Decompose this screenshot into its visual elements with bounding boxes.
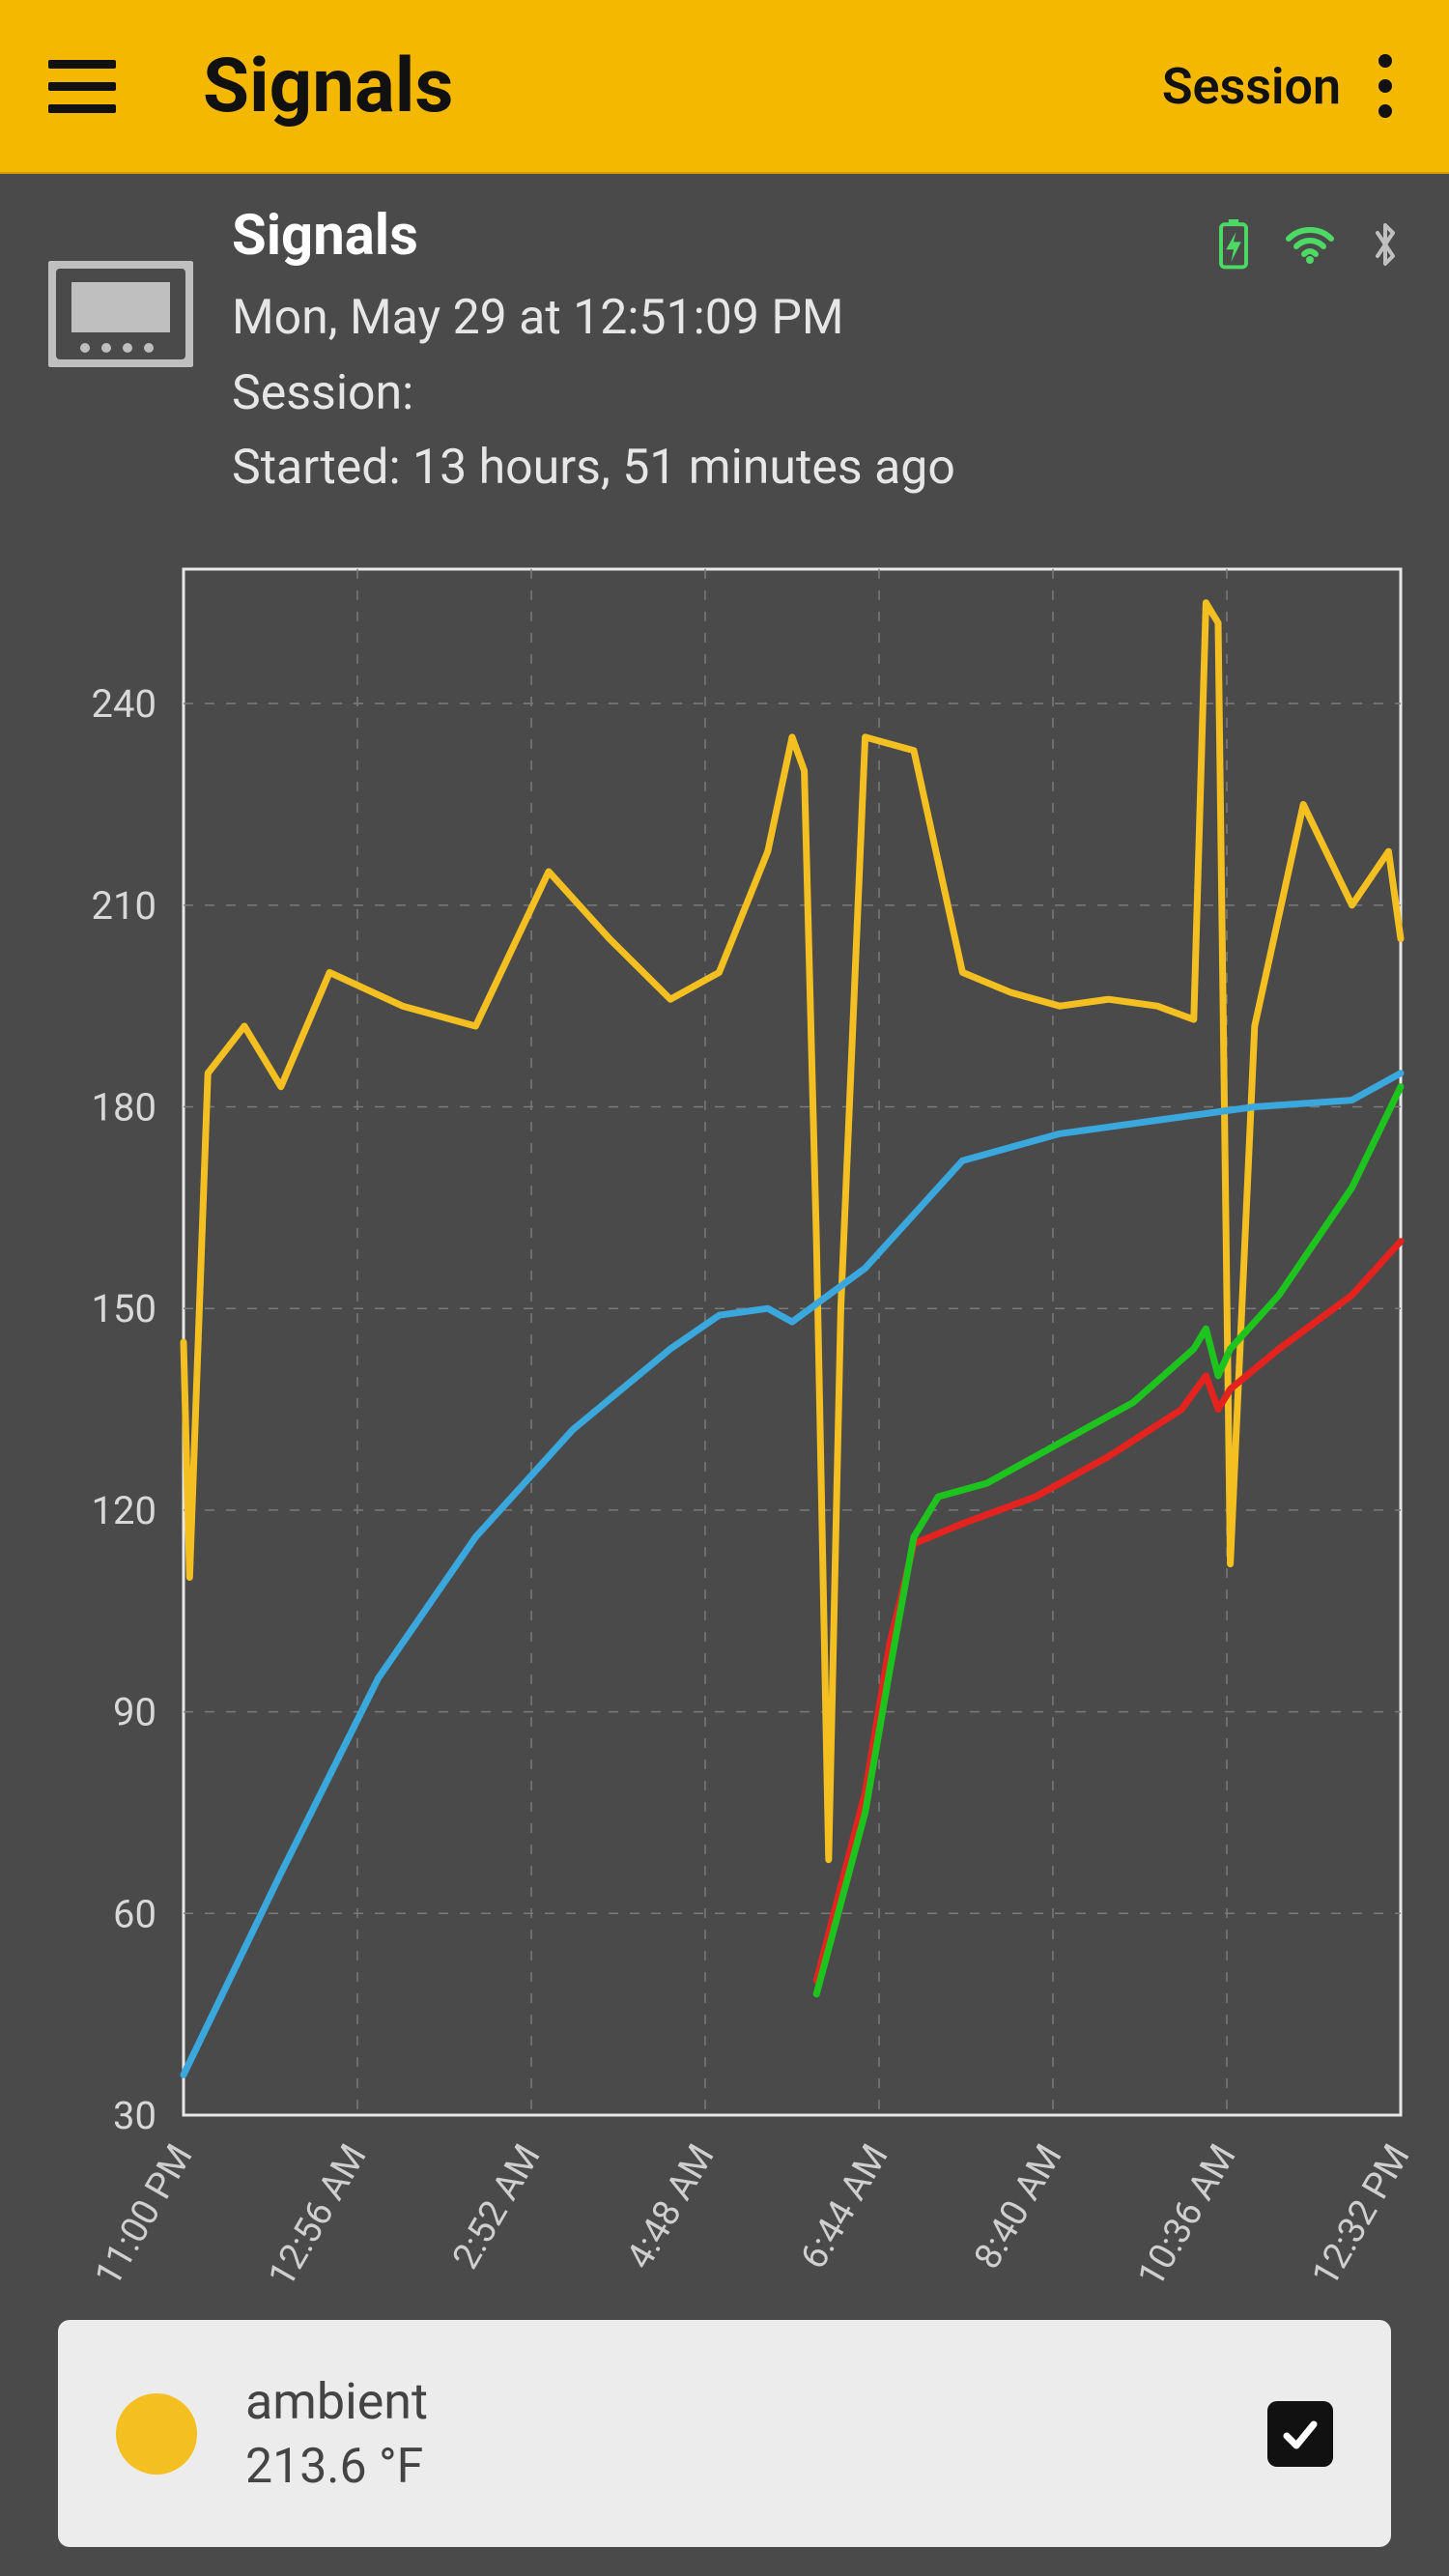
chart-container: 30 60 90 120 150 180 210 240 11:00 PM 12:56 AM 2:5… <box>29 559 1420 2332</box>
wifi-icon <box>1285 225 1335 264</box>
svg-text:4:48 AM: 4:48 AM <box>618 2137 723 2276</box>
svg-text:90: 90 <box>113 1689 156 1734</box>
session-started: Started: 13 hours, 51 minutes ago <box>232 436 1401 501</box>
svg-text:8:40 AM: 8:40 AM <box>966 2137 1070 2276</box>
svg-text:10:36 AM: 10:36 AM <box>1130 2137 1245 2294</box>
bluetooth-icon <box>1370 219 1401 270</box>
svg-text:240: 240 <box>92 681 156 727</box>
session-label: Session: <box>232 361 1401 427</box>
status-icons <box>1217 219 1401 270</box>
svg-text:2:52 AM: 2:52 AM <box>444 2137 549 2276</box>
overflow-menu-icon[interactable] <box>1370 54 1401 118</box>
temperature-chart[interactable]: 30 60 90 120 150 180 210 240 11:00 PM 12:56 AM 2:5… <box>29 559 1420 2328</box>
svg-text:11:00 PM: 11:00 PM <box>87 2137 202 2294</box>
legend-swatch <box>116 2393 197 2475</box>
menu-icon[interactable] <box>48 60 116 113</box>
svg-text:210: 210 <box>92 882 156 928</box>
app-topbar: Signals Session <box>0 0 1449 174</box>
legend-card[interactable]: ambient 213.6 °F <box>58 2320 1391 2547</box>
device-title: Signals <box>232 203 1217 269</box>
svg-text:120: 120 <box>92 1487 156 1532</box>
session-button[interactable]: Session <box>1162 57 1341 116</box>
svg-text:30: 30 <box>113 2093 156 2138</box>
device-icon <box>48 261 193 371</box>
svg-text:12:32 PM: 12:32 PM <box>1304 2137 1419 2294</box>
device-datetime: Mon, May 29 at 12:51:09 PM <box>232 286 1401 352</box>
battery-icon <box>1217 219 1250 270</box>
svg-text:150: 150 <box>92 1286 156 1331</box>
svg-text:60: 60 <box>113 1891 156 1936</box>
legend-checkbox[interactable] <box>1267 2401 1333 2467</box>
svg-text:12:56 AM: 12:56 AM <box>261 2137 376 2294</box>
device-info-header: Signals Mon, May 29 at 12:51:09 PM <box>0 174 1449 530</box>
svg-text:180: 180 <box>92 1084 156 1130</box>
legend-name: ambient <box>245 2372 1219 2431</box>
page-title: Signals <box>203 43 1162 130</box>
svg-text:6:44 AM: 6:44 AM <box>792 2137 896 2276</box>
legend-value: 213.6 °F <box>245 2439 1219 2495</box>
